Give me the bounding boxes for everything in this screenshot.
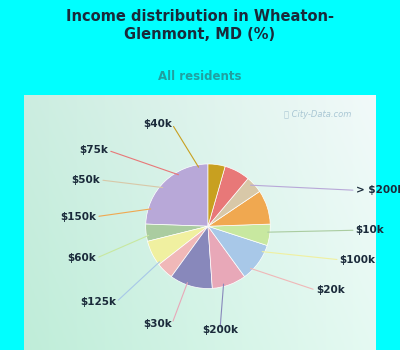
Wedge shape [208,191,270,226]
Text: $40k: $40k [143,119,172,129]
Text: > $200k: > $200k [356,185,400,195]
Wedge shape [208,224,270,245]
Wedge shape [171,226,212,288]
Wedge shape [208,164,225,226]
Wedge shape [208,166,248,226]
Text: ⓘ City-Data.com: ⓘ City-Data.com [284,111,352,119]
Text: $50k: $50k [72,175,100,185]
Text: Income distribution in Wheaton-
Glenmont, MD (%): Income distribution in Wheaton- Glenmont… [66,9,334,42]
Wedge shape [208,226,267,276]
Text: $20k: $20k [316,285,344,295]
Text: $200k: $200k [202,325,238,335]
Wedge shape [148,226,208,265]
Text: $10k: $10k [356,225,384,235]
Wedge shape [146,164,208,226]
Wedge shape [208,226,244,288]
Text: $150k: $150k [60,212,96,222]
Text: $75k: $75k [79,145,108,155]
Wedge shape [159,226,208,276]
Wedge shape [208,178,260,226]
Text: $125k: $125k [80,297,116,307]
Wedge shape [146,224,208,241]
Text: $60k: $60k [68,253,96,263]
Text: $30k: $30k [143,318,172,329]
Text: All residents: All residents [158,70,242,83]
Text: $100k: $100k [340,255,376,265]
